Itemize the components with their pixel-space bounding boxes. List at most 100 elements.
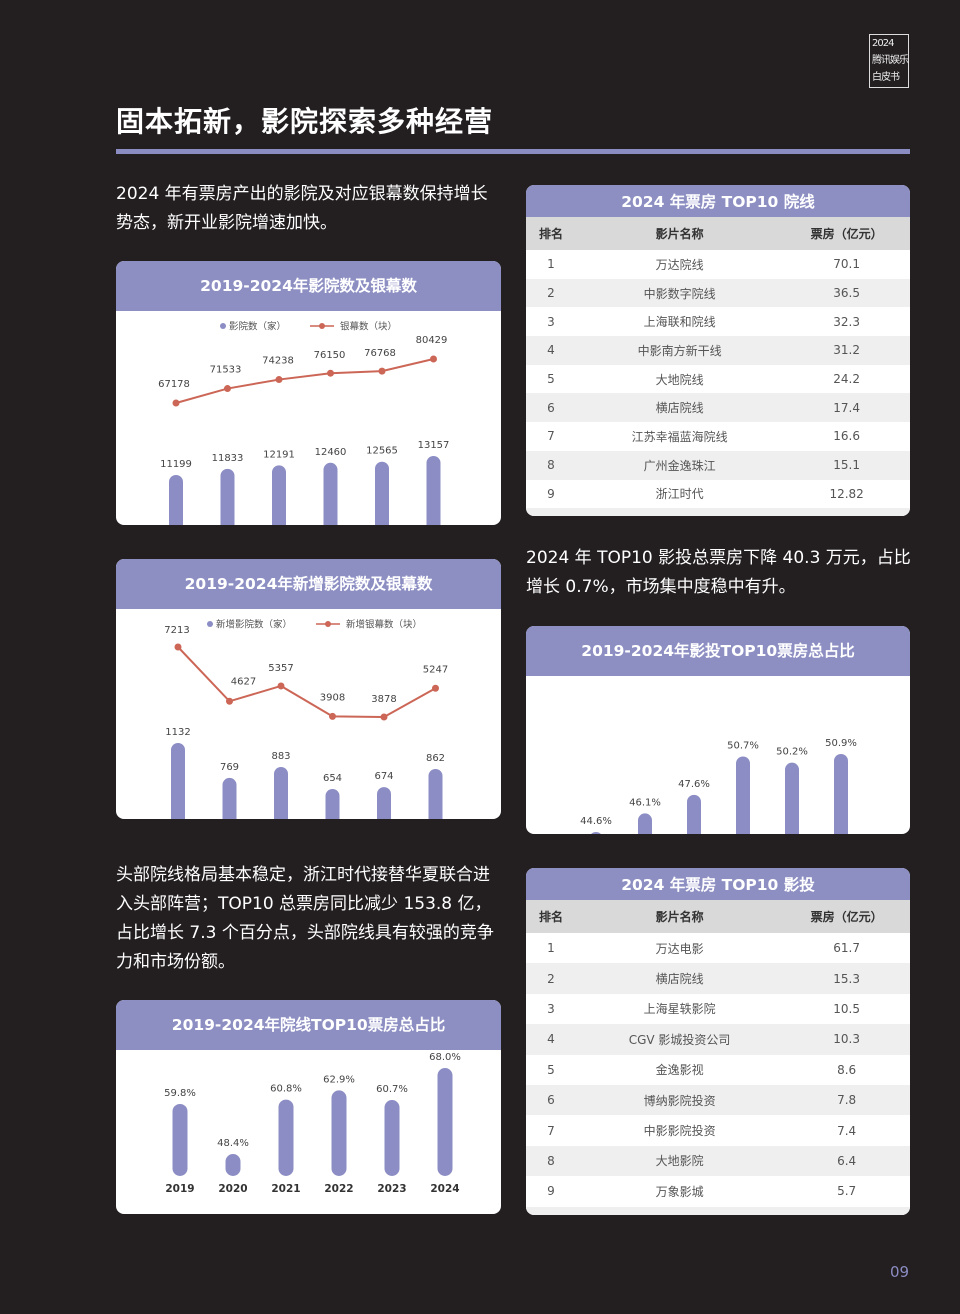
bar: [437, 1068, 453, 1176]
bar: [426, 456, 441, 525]
table-cell: 江苏幸福蓝海院线: [575, 422, 784, 451]
bar: [638, 813, 652, 834]
table-cell: 3: [526, 993, 576, 1025]
column-header: 影片名称: [575, 217, 784, 250]
table-cell: 1: [526, 933, 576, 964]
table-cell: 9: [526, 479, 576, 509]
table-row: 10幸福蓝海影院发展5.6: [526, 1206, 910, 1215]
bar-value-label: 11199: [160, 459, 192, 470]
bar-value-label: 674: [374, 771, 393, 782]
bar: [274, 766, 288, 819]
line-point: [174, 643, 182, 651]
table-cell: 幸福蓝海影院发展: [575, 1206, 784, 1215]
bar-value-label: 68.0%: [429, 1052, 461, 1063]
line-point: [432, 684, 439, 692]
paragraph-circuit-share: 头部院线格局基本稳定，浙江时代接替华夏联合进入头部阵营；TOP10 总票房同比减…: [116, 865, 494, 972]
chart-title: 2019-2024年影院数及银幕数: [116, 261, 501, 311]
table-row: 6 博纳影院投资 7.8: [526, 1084, 910, 1116]
table-row: 5 金逸影视 8.6: [526, 1054, 910, 1085]
chart-plot: 44.6%201946.1%202047.6%202150.7%202250.2…: [580, 738, 857, 834]
table-row: 4 CGV 影城投资公司 10.3: [526, 1024, 910, 1055]
table-cell: 博纳影院投资: [575, 1084, 784, 1116]
table-row: 8 大地影院 6.4: [526, 1145, 910, 1177]
chart-investor-top10-share: 2019-2024年影投TOP10票房总占比 44.6%201946.1%202…: [526, 626, 910, 834]
bar-value-label: 883: [271, 751, 290, 762]
table-cell: 5.7: [783, 1176, 910, 1207]
bar: [375, 461, 389, 525]
table-cell: 横店院线: [575, 963, 784, 994]
table-cell: 12.82: [783, 479, 910, 509]
column-header: 票房（亿元）: [783, 217, 910, 250]
line-point: [327, 369, 334, 377]
bar-value-label: 60.8%: [270, 1084, 302, 1095]
table-cell: 中影南方新干线: [575, 336, 784, 365]
bar: [384, 1100, 400, 1176]
bar-value-label: 12565: [366, 446, 398, 457]
bar: [834, 754, 848, 834]
legend-line-label: 银幕数（块）: [340, 321, 397, 333]
chart-plot: 59.8% 2019 48.4% 2020 60.8% 2021 62.9% 2022 60.7…: [164, 1052, 461, 1195]
bar-value-label: 12460: [315, 447, 347, 458]
bar-value-label: 47.6%: [678, 779, 710, 790]
legend-line-dot: [325, 621, 331, 627]
table-cell: 7: [526, 422, 576, 451]
bar-value-label: 50.2%: [776, 747, 808, 758]
table-row: 2 横店院线 15.3: [526, 963, 910, 994]
table-cell: 浙江时代: [575, 479, 784, 509]
table-cell: 3: [526, 307, 576, 337]
table-cell: 6: [526, 1084, 576, 1116]
bar: [323, 462, 338, 525]
paragraph-cinema-growth: 2024 年有票房产出的影院及对应银幕数保持增长势态，新开业影院增速加快。: [116, 184, 488, 233]
bar: [272, 465, 286, 525]
table-row: 2 中影数字院线 36.5: [526, 278, 910, 308]
bar: [785, 762, 799, 834]
table-cell: 31.2: [783, 336, 910, 365]
line-point: [378, 367, 386, 375]
bar-value-label: 50.7%: [727, 740, 759, 751]
chart-new-cinemas-screens: 2019-2024年新增影院数及银幕数 新增影院数（家） 新增银幕数（块） 1132…: [116, 559, 501, 819]
paragraph-investor-share: 2024 年 TOP10 影投总票房下降 40.3 万元，占比增长 0.7%，市…: [526, 548, 911, 597]
chart-cinemas-screens: 2019-2024年影院数及银幕数 影院数（家）银幕数（块）1119920191…: [116, 261, 501, 525]
x-tick-label: 2021: [271, 1183, 300, 1195]
table-cell: 8: [526, 1145, 576, 1177]
line-value-label: 80429: [416, 335, 448, 346]
line-value-label: 74238: [262, 356, 294, 367]
bar-value-label: 654: [323, 773, 342, 784]
ranking-table: 排名 影片名称 票房（亿元） 1 万达院线 70.1 2 中影数字院线 36.5 3 上海联和院线 3…: [526, 217, 910, 516]
line-point: [329, 712, 336, 720]
table-header-row: 排名 影片名称 票房（亿元）: [526, 217, 910, 250]
table-cell: 10: [526, 508, 576, 516]
table-cell: 17.4: [783, 393, 910, 423]
table-cell: 15.1: [783, 450, 910, 480]
bar: [687, 794, 701, 834]
column-header: 影片名称: [575, 900, 784, 933]
table-cell: 7.8: [783, 1084, 910, 1116]
table-cell: 8.6: [783, 1054, 910, 1085]
table-cell: 上海星轶影院: [575, 993, 784, 1025]
table-cell: 中影院线: [575, 508, 784, 516]
chart-title: 2019-2024年影投TOP10票房总占比: [526, 626, 910, 676]
table-cell: 70.1: [783, 250, 910, 279]
title-rule: [116, 149, 910, 154]
table-cell: 16.6: [783, 422, 910, 451]
line-series: [175, 358, 434, 404]
bar: [331, 1090, 347, 1176]
bar: [171, 743, 185, 819]
legend-bar-label: 新增影院数（家）: [216, 619, 292, 631]
chart-title: 2019-2024年院线TOP10票房总占比: [116, 1000, 501, 1050]
table-cell: 5: [526, 1054, 576, 1085]
line-point: [172, 399, 180, 407]
chart-plot: 影院数（家）银幕数（块）1119920191183320201219120211…: [158, 321, 450, 525]
line-series: [177, 646, 436, 719]
table-cell: 中影数字院线: [575, 278, 784, 308]
bar-value-label: 13157: [418, 440, 450, 451]
table-cell: 10: [526, 1206, 576, 1215]
table-cell: 5: [526, 364, 576, 394]
table-row: 3 上海联和院线 32.3: [526, 307, 910, 337]
table-row: 1 万达院线 70.1: [526, 250, 910, 279]
bar: [222, 777, 237, 819]
line-point: [275, 376, 283, 384]
table-cell: 广州金逸珠江: [575, 450, 784, 480]
line-point: [226, 697, 233, 705]
table-row: 4 中影南方新干线 31.2: [526, 336, 910, 365]
